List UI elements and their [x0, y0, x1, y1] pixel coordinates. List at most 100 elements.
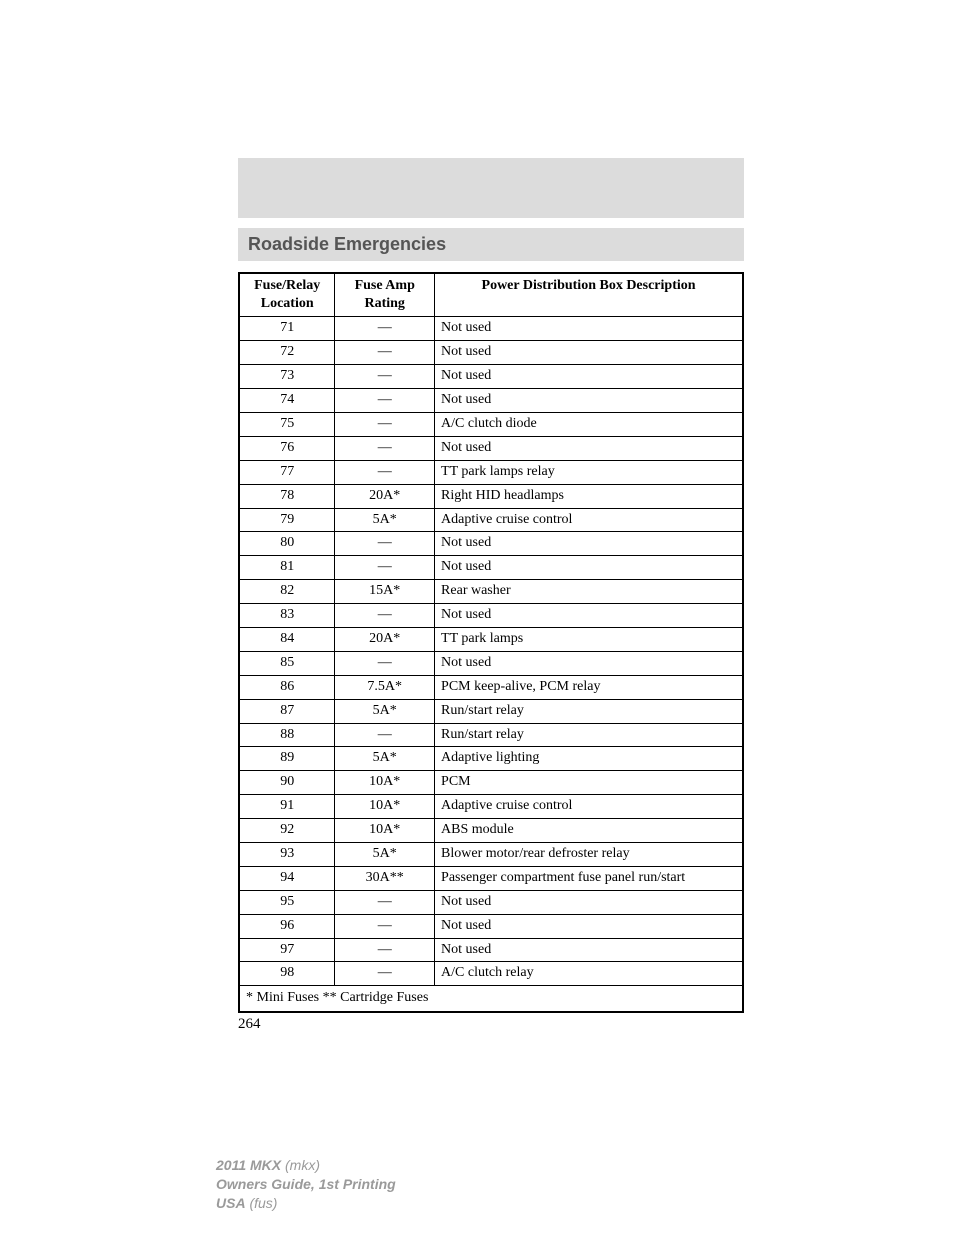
- fuse-table: Fuse/Relay Location Fuse Amp Rating Powe…: [238, 272, 744, 1013]
- cell-description: TT park lamps: [435, 627, 743, 651]
- cell-rating: 30A**: [335, 866, 435, 890]
- cell-description: Not used: [435, 317, 743, 341]
- cell-rating: —: [335, 604, 435, 628]
- header-rating: Fuse Amp Rating: [335, 273, 435, 317]
- cell-location: 79: [239, 508, 335, 532]
- cell-location: 94: [239, 866, 335, 890]
- cell-description: Not used: [435, 436, 743, 460]
- table-row: 867.5A*PCM keep-alive, PCM relay: [239, 675, 743, 699]
- page-number: 264: [238, 1016, 261, 1033]
- cell-rating: —: [335, 723, 435, 747]
- table-row: 72—Not used: [239, 341, 743, 365]
- table-row: 9210A*ABS module: [239, 819, 743, 843]
- cell-location: 92: [239, 819, 335, 843]
- cell-rating: 20A*: [335, 484, 435, 508]
- table-row: 73—Not used: [239, 365, 743, 389]
- table-row: 935A*Blower motor/rear defroster relay: [239, 842, 743, 866]
- cell-description: Run/start relay: [435, 699, 743, 723]
- footer-block: 2011 MKX (mkx) Owners Guide, 1st Printin…: [216, 1156, 396, 1213]
- cell-location: 75: [239, 412, 335, 436]
- cell-location: 76: [239, 436, 335, 460]
- header-location-text: Fuse/Relay Location: [254, 278, 320, 311]
- cell-description: Not used: [435, 914, 743, 938]
- cell-rating: —: [335, 532, 435, 556]
- table-row: 88—Run/start relay: [239, 723, 743, 747]
- cell-rating: 10A*: [335, 795, 435, 819]
- cell-description: A/C clutch relay: [435, 962, 743, 986]
- cell-description: TT park lamps relay: [435, 460, 743, 484]
- cell-rating: —: [335, 341, 435, 365]
- cell-rating: —: [335, 938, 435, 962]
- cell-rating: —: [335, 412, 435, 436]
- cell-description: A/C clutch diode: [435, 412, 743, 436]
- cell-rating: 7.5A*: [335, 675, 435, 699]
- table-row: 8420A*TT park lamps: [239, 627, 743, 651]
- table-row: 8215A*Rear washer: [239, 580, 743, 604]
- cell-location: 81: [239, 556, 335, 580]
- cell-description: Blower motor/rear defroster relay: [435, 842, 743, 866]
- cell-location: 80: [239, 532, 335, 556]
- table-row: 83—Not used: [239, 604, 743, 628]
- cell-location: 77: [239, 460, 335, 484]
- cell-description: Not used: [435, 651, 743, 675]
- table-row: 75—A/C clutch diode: [239, 412, 743, 436]
- cell-location: 90: [239, 771, 335, 795]
- cell-location: 91: [239, 795, 335, 819]
- footer-model-code: (mkx): [281, 1157, 320, 1173]
- cell-rating: 10A*: [335, 771, 435, 795]
- cell-description: PCM: [435, 771, 743, 795]
- header-gray-block: [238, 158, 744, 218]
- table-row: 9010A*PCM: [239, 771, 743, 795]
- cell-description: Not used: [435, 556, 743, 580]
- table-footnote-row: * Mini Fuses ** Cartridge Fuses: [239, 986, 743, 1012]
- footer-region: USA: [216, 1195, 246, 1211]
- cell-location: 72: [239, 341, 335, 365]
- cell-description: Not used: [435, 938, 743, 962]
- cell-rating: —: [335, 890, 435, 914]
- footer-region-code: (fus): [246, 1195, 278, 1211]
- section-title: Roadside Emergencies: [248, 234, 446, 254]
- section-header: Roadside Emergencies: [238, 228, 744, 261]
- table-row: 795A*Adaptive cruise control: [239, 508, 743, 532]
- cell-description: Not used: [435, 532, 743, 556]
- cell-description: Rear washer: [435, 580, 743, 604]
- cell-description: Passenger compartment fuse panel run/sta…: [435, 866, 743, 890]
- table-row: 98—A/C clutch relay: [239, 962, 743, 986]
- cell-location: 85: [239, 651, 335, 675]
- table-row: 80—Not used: [239, 532, 743, 556]
- table-row: 71—Not used: [239, 317, 743, 341]
- cell-location: 87: [239, 699, 335, 723]
- cell-rating: —: [335, 365, 435, 389]
- header-location: Fuse/Relay Location: [239, 273, 335, 317]
- cell-rating: —: [335, 962, 435, 986]
- table-row: 9110A*Adaptive cruise control: [239, 795, 743, 819]
- table-row: 96—Not used: [239, 914, 743, 938]
- cell-rating: —: [335, 914, 435, 938]
- cell-description: Not used: [435, 389, 743, 413]
- cell-rating: —: [335, 651, 435, 675]
- cell-description: Adaptive lighting: [435, 747, 743, 771]
- cell-rating: —: [335, 436, 435, 460]
- footer-model: 2011 MKX: [216, 1157, 281, 1173]
- cell-location: 98: [239, 962, 335, 986]
- table-row: 77—TT park lamps relay: [239, 460, 743, 484]
- table-row: 74—Not used: [239, 389, 743, 413]
- cell-rating: 5A*: [335, 699, 435, 723]
- table-row: 85—Not used: [239, 651, 743, 675]
- cell-location: 74: [239, 389, 335, 413]
- cell-location: 78: [239, 484, 335, 508]
- cell-rating: —: [335, 556, 435, 580]
- cell-rating: 5A*: [335, 508, 435, 532]
- footer-line-2: Owners Guide, 1st Printing: [216, 1175, 396, 1194]
- cell-location: 82: [239, 580, 335, 604]
- cell-rating: 10A*: [335, 819, 435, 843]
- header-description: Power Distribution Box Description: [435, 273, 743, 317]
- table-row: 76—Not used: [239, 436, 743, 460]
- cell-location: 83: [239, 604, 335, 628]
- header-rating-text: Fuse Amp Rating: [355, 278, 415, 311]
- cell-rating: 15A*: [335, 580, 435, 604]
- cell-location: 97: [239, 938, 335, 962]
- footer-line-1: 2011 MKX (mkx): [216, 1156, 396, 1175]
- cell-location: 88: [239, 723, 335, 747]
- cell-description: Not used: [435, 604, 743, 628]
